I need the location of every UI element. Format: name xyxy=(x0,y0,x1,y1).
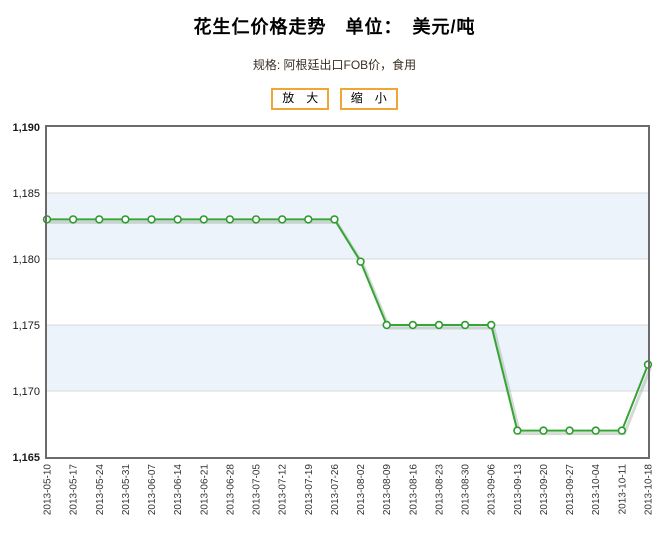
x-axis-label: 2013-08-23 xyxy=(434,464,445,516)
y-axis-label: 1,175 xyxy=(12,320,40,332)
x-axis-label: 2013-08-09 xyxy=(382,464,393,516)
data-point xyxy=(199,215,208,224)
x-axis-label: 2013-05-31 xyxy=(121,464,132,516)
x-axis-label: 2013-05-17 xyxy=(69,464,80,516)
data-point xyxy=(460,320,470,330)
data-points xyxy=(42,215,653,435)
x-axis-label: 2013-05-24 xyxy=(95,464,106,516)
y-gridlines xyxy=(47,192,648,392)
x-axis-label: 2013-08-02 xyxy=(356,464,367,516)
y-axis-label: 1,190 xyxy=(12,122,40,134)
data-point xyxy=(434,320,444,330)
plot-bands xyxy=(47,127,648,457)
data-point xyxy=(591,426,600,435)
y-axis-label: 1,180 xyxy=(12,254,40,266)
x-axis-label: 2013-10-18 xyxy=(644,464,655,516)
x-axis-label: 2013-06-21 xyxy=(199,464,210,516)
x-axis-label: 2013-09-20 xyxy=(539,464,550,516)
chart-subtitle: 规格: 阿根廷出口FOB价，食用 xyxy=(252,58,417,72)
x-axis-label: 2013-09-27 xyxy=(565,464,576,516)
x-axis-label: 2013-10-04 xyxy=(591,464,602,516)
x-axis-label: 2013-07-19 xyxy=(304,464,315,516)
data-point xyxy=(487,320,496,330)
data-point xyxy=(225,215,235,224)
data-point xyxy=(251,215,261,224)
x-axis-label: 2013-09-06 xyxy=(487,464,498,516)
data-point xyxy=(95,215,104,224)
y-axis-label: 1,185 xyxy=(12,188,40,200)
y-axis-label: 1,170 xyxy=(12,386,40,398)
x-axis-label: 2013-06-28 xyxy=(225,464,236,516)
x-axis-label: 2013-09-13 xyxy=(513,464,524,516)
price-trend-chart: 1,165 1,170 1,175 1,180 1,185 1,190 2013-05-10… xyxy=(0,119,669,528)
zoom-out-button[interactable]: 缩 小 xyxy=(339,88,398,110)
x-axis-label: 2013-07-12 xyxy=(278,464,289,516)
data-point xyxy=(356,257,365,266)
data-point xyxy=(539,426,548,435)
x-axis-label: 2013-07-05 xyxy=(252,464,263,516)
data-point xyxy=(382,320,391,330)
zoom-in-button[interactable]: 放 大 xyxy=(271,88,330,110)
zoom-controls: 放 大 缩 小 xyxy=(0,88,669,110)
data-point xyxy=(617,426,627,435)
x-axis-label: 2013-07-26 xyxy=(330,464,341,516)
data-point xyxy=(121,215,130,224)
data-point xyxy=(173,215,182,224)
x-axis-labels: 2013-05-10 2013-05-17 2013-05-24 2013-05-31… xyxy=(43,464,655,516)
data-point xyxy=(408,320,418,330)
chart-svg: 1,165 1,170 1,175 1,180 1,185 1,190 2013-05-10… xyxy=(12,122,655,516)
x-axis-label: 2013-06-14 xyxy=(173,464,184,516)
plot-border xyxy=(45,125,650,459)
y-axis-labels: 1,165 1,170 1,175 1,180 1,185 1,190 xyxy=(12,122,40,464)
data-point xyxy=(304,215,313,224)
data-point xyxy=(565,426,574,435)
y-axis-label: 1,165 xyxy=(12,452,40,464)
x-axis-label: 2013-08-16 xyxy=(408,464,419,516)
data-point xyxy=(330,215,339,224)
price-line xyxy=(47,218,649,432)
x-axis-label: 2013-06-07 xyxy=(147,464,158,516)
data-point xyxy=(513,426,522,435)
x-axis-label: 2013-10-11 xyxy=(617,464,628,515)
page-title: 花生仁价格走势 单位： 美元/吨 xyxy=(193,17,476,37)
x-axis-label: 2013-05-10 xyxy=(43,464,54,516)
data-point xyxy=(147,215,156,224)
data-point xyxy=(68,215,78,224)
data-point xyxy=(277,215,287,224)
page: 花生仁价格走势 单位： 美元/吨 规格: 阿根廷出口FOB价，食用 放 大 缩 … xyxy=(0,16,669,528)
x-axis-label: 2013-08-30 xyxy=(461,464,472,516)
